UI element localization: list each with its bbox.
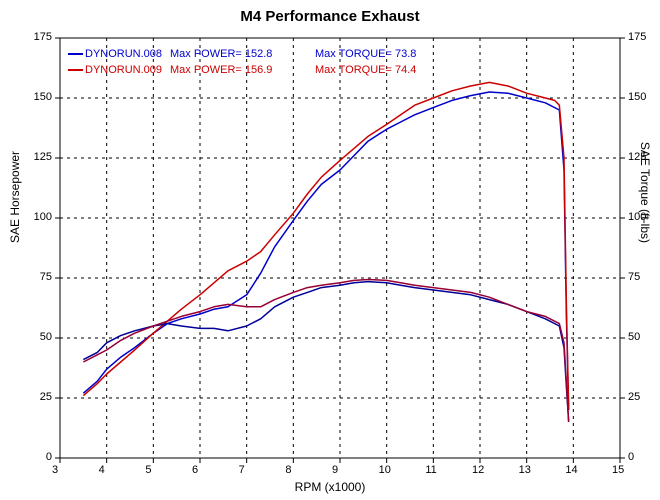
- x-tick-label: 8: [285, 464, 291, 476]
- y-right-tick-label: 175: [628, 31, 646, 43]
- torque-curve-008: [83, 282, 568, 422]
- x-tick-label: 10: [379, 464, 391, 476]
- x-tick-label: 12: [472, 464, 484, 476]
- power-curve-008: [83, 92, 568, 410]
- y-right-tick-label: 50: [628, 331, 640, 343]
- x-tick-label: 6: [192, 464, 198, 476]
- y-right-tick-label: 75: [628, 271, 640, 283]
- y-left-tick-label: 175: [34, 31, 52, 43]
- y-left-tick-label: 50: [40, 331, 52, 343]
- x-tick-label: 11: [425, 464, 436, 476]
- legend-torque-0: Max TORQUE= 73.8: [315, 48, 416, 60]
- x-tick-label: 3: [52, 464, 58, 476]
- power-curve-009: [83, 82, 568, 410]
- y-left-tick-label: 125: [34, 151, 52, 163]
- y-right-tick-label: 100: [628, 211, 646, 223]
- y-left-tick-label: 25: [40, 391, 52, 403]
- y-left-tick-label: 100: [34, 211, 52, 223]
- y-left-tick-label: 150: [34, 91, 52, 103]
- x-tick-label: 4: [99, 464, 105, 476]
- x-tick-label: 7: [239, 464, 245, 476]
- y-right-tick-label: 125: [628, 151, 646, 163]
- x-tick-label: 5: [145, 464, 151, 476]
- x-tick-label: 9: [332, 464, 338, 476]
- legend-power-1: Max POWER= 156.9: [170, 64, 272, 76]
- legend-run-0: DYNORUN.008: [85, 48, 162, 60]
- y-right-tick-label: 25: [628, 391, 640, 403]
- legend-run-1: DYNORUN.009: [85, 64, 162, 76]
- y-right-tick-label: 150: [628, 91, 646, 103]
- y-left-tick-label: 0: [46, 451, 52, 463]
- legend-torque-1: Max TORQUE= 74.4: [315, 64, 416, 76]
- y-right-tick-label: 0: [628, 451, 634, 463]
- x-tick-label: 15: [612, 464, 624, 476]
- x-tick-label: 13: [519, 464, 531, 476]
- y-left-tick-label: 75: [40, 271, 52, 283]
- x-tick-label: 14: [565, 464, 577, 476]
- legend-power-0: Max POWER= 152.8: [170, 48, 272, 60]
